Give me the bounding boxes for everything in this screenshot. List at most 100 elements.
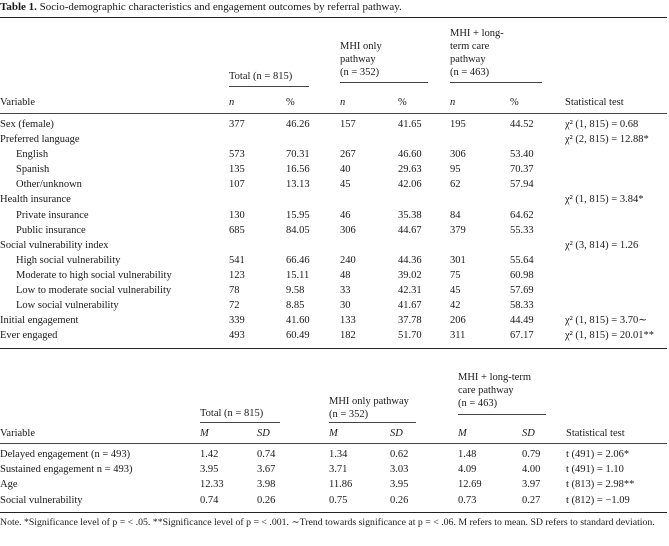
cell-total-n: 123 [229, 270, 245, 281]
top-rule [0, 17, 667, 18]
group-ltc-header-2: term care [450, 41, 490, 52]
cell-total-n: 107 [229, 179, 245, 190]
row-label: Social vulnerability index [0, 240, 109, 251]
cell-ltc-n: 306 [450, 149, 466, 160]
cell-mhi-n: 240 [340, 255, 356, 266]
cell-ltc-sd: 0.27 [522, 495, 541, 506]
group-total-underline [229, 86, 309, 87]
column-n-ltc: n [450, 97, 456, 108]
cell-mhi-n: 45 [340, 179, 351, 190]
cell-total-n: 541 [229, 255, 245, 266]
row-label: English [16, 149, 49, 160]
row-label: Health insurance [0, 194, 71, 205]
group-total-header: Total (n = 815) [229, 71, 293, 82]
cell-ltc-n: 301 [450, 255, 466, 266]
cell-test: t (812) = −1.09 [566, 495, 630, 506]
cell-mhi-pct: 44.67 [398, 225, 422, 236]
column2-m-ltc: M [458, 428, 467, 439]
column2-test: Statistical test [566, 428, 625, 439]
cell-ltc-pct: 67.17 [510, 330, 534, 341]
cell-ltc-n: 195 [450, 119, 466, 130]
cell-total-pct: 9.58 [286, 285, 305, 296]
group-ltc-header-4: (n = 463) [450, 67, 490, 78]
cell-mhi-pct: 29.63 [398, 164, 422, 175]
cell-mhi-n: 46 [340, 210, 351, 221]
cell-mhi-sd: 3.95 [390, 479, 409, 490]
group-mhi-underline [340, 82, 428, 83]
row-label: Spanish [16, 164, 50, 175]
group2-mhi-header-2: (n = 352) [329, 409, 369, 420]
cell-ltc-n: 75 [450, 270, 461, 281]
cell-total-n: 573 [229, 149, 245, 160]
table-note: Note. *Significance level of p = < .05. … [0, 517, 655, 528]
group2-ltc-header-3: (n = 463) [458, 398, 498, 409]
cell-total-pct: 46.26 [286, 119, 310, 130]
cell-ltc-n: 95 [450, 164, 461, 175]
cell-total-n: 130 [229, 210, 245, 221]
cell-total-pct: 16.56 [286, 164, 310, 175]
cell-test: t (491) = 1.10 [566, 464, 624, 475]
cell-total-n: 377 [229, 119, 245, 130]
cell-total-pct: 8.85 [286, 300, 305, 311]
group-mhi-header-2: pathway [340, 54, 376, 65]
cell-test: χ² (1, 815) = 3.84* [565, 194, 644, 205]
column-n-total: n [229, 97, 235, 108]
cell-ltc-m: 12.69 [458, 479, 482, 490]
cell-ltc-pct: 70.37 [510, 164, 534, 175]
cell-total-m: 0.74 [200, 495, 219, 506]
cell-mhi-m: 0.75 [329, 495, 348, 506]
cell-mhi-m: 3.71 [329, 464, 348, 475]
cell-total-sd: 0.74 [257, 449, 276, 460]
cell-ltc-pct: 58.33 [510, 300, 534, 311]
column2-m-mhi: M [329, 428, 338, 439]
cell-ltc-pct: 44.49 [510, 315, 534, 326]
group-ltc-header-1: MHI + long- [450, 28, 504, 39]
row-label: Low to moderate social vulnerability [16, 285, 172, 296]
cell-mhi-n: 33 [340, 285, 351, 296]
column-pct-ltc: % [510, 97, 519, 108]
cell-mhi-pct: 42.06 [398, 179, 422, 190]
caption-text: Socio-demographic characteristics and en… [39, 1, 402, 13]
cell-test: t (491) = 2.06* [566, 449, 630, 460]
column-n-mhi: n [340, 97, 346, 108]
row-label: Initial engagement [0, 315, 79, 326]
cell-mhi-m: 11.86 [329, 479, 353, 490]
cell-ltc-pct: 64.62 [510, 210, 534, 221]
group2-total-underline [200, 422, 280, 423]
cell-mhi-pct: 37.78 [398, 315, 422, 326]
row-label: Social vulnerability [0, 495, 83, 506]
cell-total-pct: 84.05 [286, 225, 310, 236]
cell-ltc-n: 379 [450, 225, 466, 236]
cell-ltc-sd: 0.79 [522, 449, 541, 460]
group-ltc-header-3: pathway [450, 54, 486, 65]
group-ltc-underline [450, 82, 542, 83]
table2-header-rule [0, 443, 667, 444]
group2-mhi-underline [329, 422, 416, 423]
cell-total-pct: 41.60 [286, 315, 310, 326]
cell-mhi-n: 48 [340, 270, 351, 281]
row-label: Preferred language [0, 134, 80, 145]
column-pct-mhi: % [398, 97, 407, 108]
column2-m-total: M [200, 428, 209, 439]
row-label: Sex (female) [0, 119, 54, 130]
cell-ltc-pct: 57.69 [510, 285, 534, 296]
row-label: Sustained engagement n = 493) [0, 464, 133, 475]
cell-ltc-pct: 57.94 [510, 179, 534, 190]
cell-total-sd: 0.26 [257, 495, 276, 506]
cell-ltc-n: 311 [450, 330, 466, 341]
cell-total-sd: 3.67 [257, 464, 276, 475]
row-label: Ever engaged [0, 330, 58, 341]
row-label: Public insurance [16, 225, 86, 236]
column-pct-total: % [286, 97, 295, 108]
cell-ltc-pct: 55.33 [510, 225, 534, 236]
cell-mhi-sd: 0.26 [390, 495, 409, 506]
cell-ltc-n: 206 [450, 315, 466, 326]
row-label: Low social vulnerability [16, 300, 119, 311]
group-mhi-header-1: MHI only [340, 41, 382, 52]
table1-header-rule [0, 113, 667, 114]
cell-total-pct: 70.31 [286, 149, 310, 160]
cell-total-n: 78 [229, 285, 240, 296]
cell-ltc-pct: 60.98 [510, 270, 534, 281]
cell-total-n: 135 [229, 164, 245, 175]
